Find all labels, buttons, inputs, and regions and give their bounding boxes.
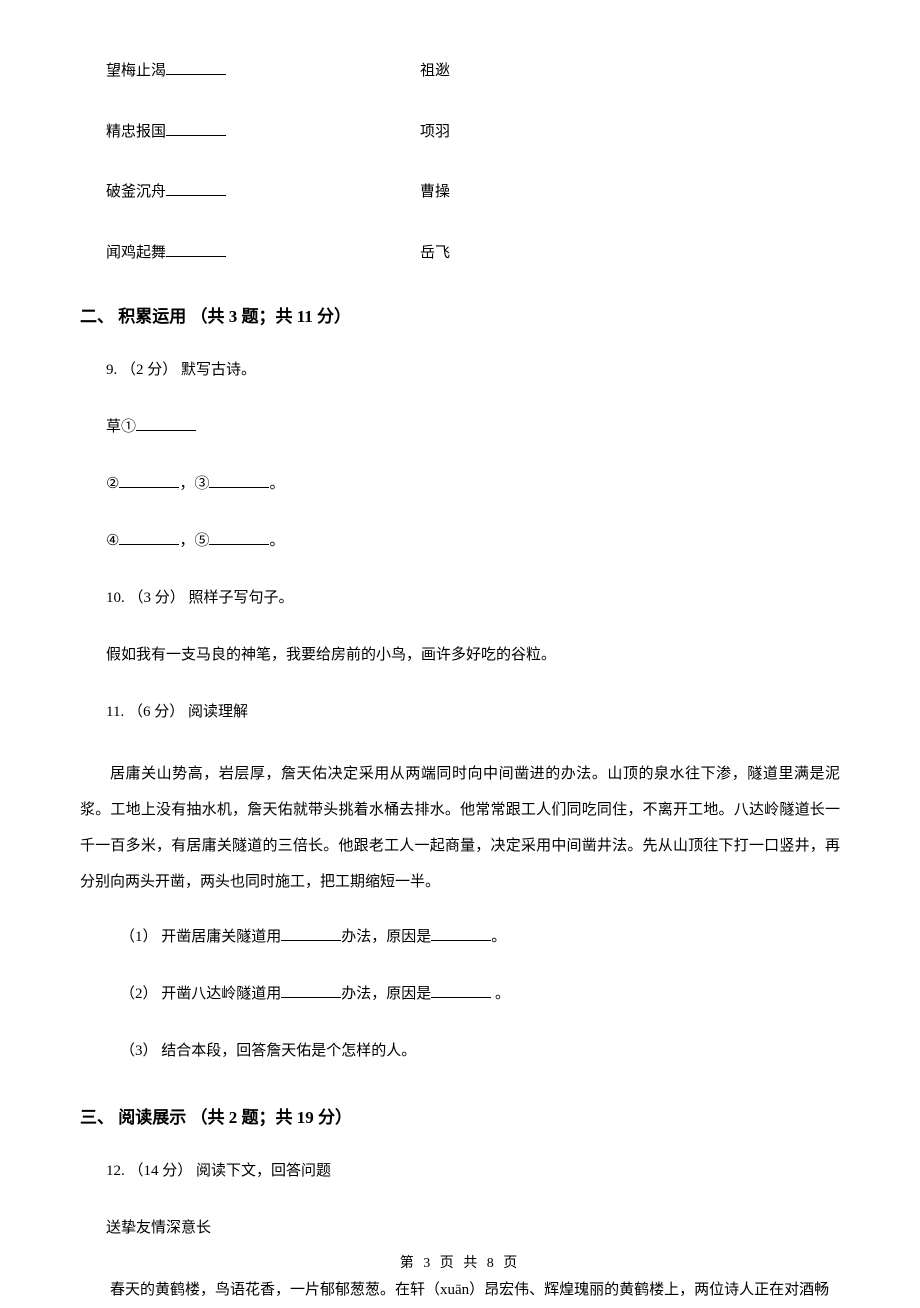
q9-line2: ② ，③ 。: [80, 471, 840, 498]
q9-label: 9. （2 分） 默写古诗。: [80, 357, 840, 384]
q11-sq1: （1） 开凿居庸关隧道用 办法，原因是 。: [80, 924, 840, 951]
idiom-2: 精忠报国: [106, 124, 166, 140]
blank-line: [209, 530, 269, 545]
q11-label: 11. （6 分） 阅读理解: [80, 699, 840, 726]
blank-line: [431, 926, 491, 941]
blank-line: [166, 121, 226, 136]
q10-label: 10. （3 分） 照样子写句子。: [80, 585, 840, 612]
q9-l3-end: 。: [269, 533, 284, 549]
sq2-pre: （2） 开凿八达岭隧道用: [120, 986, 281, 1002]
blank-line: [119, 473, 179, 488]
match-right-3: 曹操: [420, 181, 840, 204]
blank-line: [166, 60, 226, 75]
blank-line: [209, 473, 269, 488]
match-left-4: 闻鸡起舞: [80, 242, 420, 265]
blank-line: [119, 530, 179, 545]
q12-title: 送挚友情深意长: [80, 1215, 840, 1242]
sq2-end: 。: [491, 986, 510, 1002]
match-right-1: 祖逖: [420, 60, 840, 83]
sq1-pre: （1） 开凿居庸关隧道用: [120, 929, 281, 945]
q9-line3: ④ ，⑤ 。: [80, 528, 840, 555]
match-right-2: 项羽: [420, 121, 840, 144]
idiom-3: 破釜沉舟: [106, 184, 166, 200]
q11-sq2: （2） 开凿八达岭隧道用 办法，原因是 。: [80, 981, 840, 1008]
q9-l3-pre: ④: [106, 533, 119, 549]
match-left-3: 破釜沉舟: [80, 181, 420, 204]
blank-line: [281, 983, 341, 998]
blank-line: [136, 416, 196, 431]
idiom-1: 望梅止渴: [106, 63, 166, 79]
match-left-1: 望梅止渴: [80, 60, 420, 83]
page-footer: 第 3 页 共 8 页: [0, 1252, 920, 1272]
q11-sq3: （3） 结合本段，回答詹天佑是个怎样的人。: [80, 1038, 840, 1065]
match-left-2: 精忠报国: [80, 121, 420, 144]
blank-line: [431, 983, 491, 998]
match-row-3: 破釜沉舟 曹操: [80, 181, 840, 204]
page-content: 望梅止渴 祖逖 精忠报国 项羽 破釜沉舟 曹操 闻鸡起舞 岳飞 二、 积累运用 …: [0, 0, 920, 1308]
idiom-4: 闻鸡起舞: [106, 245, 166, 261]
sq1-mid: 办法，原因是: [341, 929, 431, 945]
q9-line1-text: 草①: [106, 419, 136, 435]
blank-line: [166, 242, 226, 257]
q9-l2-pre: ②: [106, 476, 119, 492]
match-row-1: 望梅止渴 祖逖: [80, 60, 840, 83]
q12-passage: 春天的黄鹤楼，鸟语花香，一片郁郁葱葱。在轩（xuān）昂宏伟、辉煌瑰丽的黄鹤楼上…: [80, 1272, 840, 1308]
sq2-mid: 办法，原因是: [341, 986, 431, 1002]
q11-passage: 居庸关山势高，岩层厚，詹天佑决定采用从两端同时向中间凿进的办法。山顶的泉水往下渗…: [80, 756, 840, 900]
q9-l2-mid: ，③: [179, 476, 209, 492]
blank-line: [166, 181, 226, 196]
q10-example: 假如我有一支马良的神笔，我要给房前的小鸟，画许多好吃的谷粒。: [80, 642, 840, 669]
q9-l2-end: 。: [269, 476, 284, 492]
q9-line1: 草①: [80, 414, 840, 441]
section-2-header: 二、 积累运用 （共 3 题；共 11 分）: [80, 302, 840, 327]
match-row-2: 精忠报国 项羽: [80, 121, 840, 144]
match-row-4: 闻鸡起舞 岳飞: [80, 242, 840, 265]
q12-label: 12. （14 分） 阅读下文，回答问题: [80, 1158, 840, 1185]
sq1-end: 。: [491, 929, 506, 945]
match-right-4: 岳飞: [420, 242, 840, 265]
q9-l3-mid: ，⑤: [179, 533, 209, 549]
blank-line: [281, 926, 341, 941]
section-3-header: 三、 阅读展示 （共 2 题；共 19 分）: [80, 1103, 840, 1128]
